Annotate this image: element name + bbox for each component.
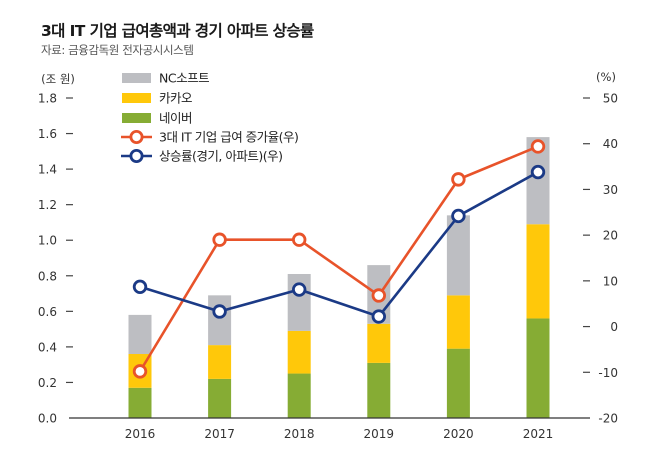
left-axis-tick-label: 0.4: [38, 340, 57, 354]
left-axis-tick-label: 0.8: [38, 269, 57, 283]
left-axis-tick-label: 0.2: [38, 376, 57, 390]
left-axis-tick-label: 0.0: [38, 412, 57, 426]
x-axis-label: 2018: [284, 427, 315, 441]
legend-swatch-naver: [122, 113, 151, 123]
right-axis-tick-label: 40: [603, 137, 618, 151]
x-axis-labels: 2016 2017 2018 2019 2020 2021: [125, 427, 554, 441]
legend-swatch-kakao: [122, 93, 151, 103]
right-axis-tick-label: 30: [603, 183, 618, 197]
bar-nc-2017: [208, 295, 232, 346]
bar-naver-2020: [446, 348, 470, 418]
x-axis-label: 2016: [125, 427, 156, 441]
chart-source: 자료: 금융감독원 전자공시시스템: [41, 43, 194, 57]
right-axis-tick-label: -20: [598, 412, 618, 426]
x-axis-label: 2017: [204, 427, 235, 441]
right-axis-tick-label: -10: [598, 366, 618, 380]
right-axis-tick-label: 0: [610, 320, 618, 334]
bar-naver-2021: [526, 318, 550, 418]
left-axis-tick-label: 0.6: [38, 305, 57, 319]
bar-naver-2018: [287, 373, 311, 418]
legend-label-nc: NC소프트: [159, 71, 209, 86]
marker-apt_rise-2016: [132, 279, 148, 295]
bar-naver-2017: [208, 378, 232, 418]
left-axis-tick-label: 1.2: [38, 198, 57, 212]
marker-wage_growth-2021: [530, 139, 546, 154]
legend-marker-apt_rise: [129, 148, 144, 163]
marker-wage_growth-2017: [212, 232, 227, 247]
bar-kakao-2021: [526, 224, 550, 319]
legend-item-kakao: 카카오: [122, 91, 193, 106]
bar-kakao-2020: [446, 295, 470, 349]
bar-kakao-2017: [208, 345, 232, 379]
right-axis-tick-label: 20: [603, 229, 618, 243]
chart-title: 3대 IT 기업 급여총액과 경기 아파트 상승률: [41, 22, 314, 40]
left-axis-tick-label: 1.0: [38, 234, 57, 248]
bar-nc-2020: [446, 215, 470, 296]
left-axis-tick-label: 1.6: [38, 127, 57, 141]
legend-swatch-nc: [122, 73, 151, 83]
legend-item-wage_growth: 3대 IT 기업 급여 증가율(우): [121, 129, 299, 145]
legend-item-naver: 네이버: [122, 111, 193, 126]
marker-wage_growth-2016: [132, 364, 148, 379]
bar-naver-2019: [367, 362, 391, 418]
bar-nc-2021: [526, 137, 550, 225]
marker-apt_rise-2018: [292, 282, 307, 297]
right-axis: (%) -20 -10 0 10 20 30 40 50: [583, 70, 618, 426]
x-axis-label: 2021: [523, 427, 554, 441]
line-wage_growth: [138, 145, 539, 373]
marker-wage_growth-2018: [292, 232, 307, 247]
right-axis-unit-label: (%): [596, 70, 616, 84]
marker-apt_rise-2021: [530, 164, 546, 180]
legend-label-kakao: 카카오: [159, 91, 192, 106]
legend-marker-wage_growth: [129, 129, 144, 144]
marker-wage_growth-2020: [451, 172, 466, 187]
right-axis-tick-label: 10: [603, 274, 618, 288]
left-axis-tick-label: 1.4: [38, 163, 57, 177]
marker-apt_rise-2017: [212, 304, 227, 319]
line-apt_rise: [139, 170, 539, 318]
legend-item-nc: NC소프트: [122, 71, 210, 86]
legend-label-apt_rise: 상승률(경기, 아파트)(우): [159, 149, 282, 164]
line-series: [132, 139, 546, 379]
marker-wage_growth-2019: [371, 288, 387, 303]
right-axis-tick-label: 50: [603, 92, 618, 106]
x-axis-label: 2020: [443, 427, 474, 441]
bar-kakao-2018: [287, 330, 311, 374]
marker-apt_rise-2020: [451, 208, 466, 224]
bar-naver-2016: [128, 387, 152, 418]
left-axis-unit-label: (조 원): [41, 72, 75, 86]
bars: [128, 137, 550, 418]
legend-label-naver: 네이버: [159, 111, 192, 126]
bar-kakao-2019: [367, 323, 391, 363]
bar-nc-2016: [128, 314, 152, 354]
legend-item-apt_rise: 상승률(경기, 아파트)(우): [121, 148, 283, 164]
left-axis: (조 원) 0.0 0.2 0.4 0.6 0.8 1.0 1.2 1.4 1.6 1.8: [38, 72, 75, 426]
left-axis-tick-label: 1.8: [38, 92, 57, 106]
x-axis-label: 2019: [364, 427, 395, 441]
marker-apt_rise-2019: [371, 309, 387, 324]
legend-label-wage_growth: 3대 IT 기업 급여 증가율(우): [159, 130, 298, 145]
